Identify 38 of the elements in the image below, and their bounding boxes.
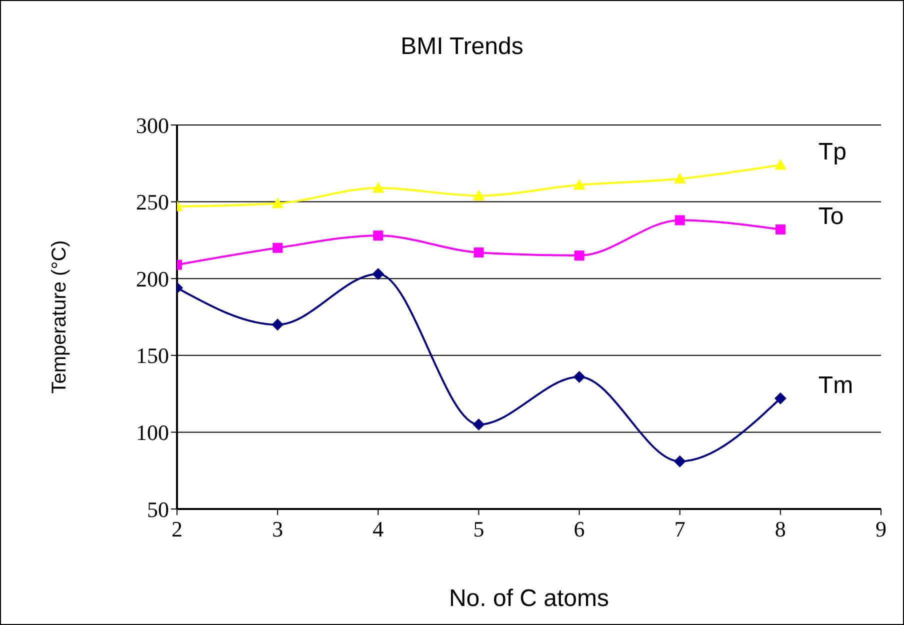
point xyxy=(472,190,485,200)
point xyxy=(573,370,586,383)
point xyxy=(674,215,685,226)
x-tick-label: 6 xyxy=(574,516,585,542)
point xyxy=(472,418,485,431)
y-tick-label: 300 xyxy=(136,112,169,138)
y-tick-label: 50 xyxy=(147,496,169,522)
y-tick-label: 250 xyxy=(136,190,169,215)
x-tick-label: 2 xyxy=(172,516,182,542)
x-tick-label: 8 xyxy=(774,516,786,542)
series-label: Tm xyxy=(818,372,854,399)
point xyxy=(674,455,686,468)
point xyxy=(774,158,786,170)
x-tick-label: 9 xyxy=(876,516,886,542)
point xyxy=(775,224,786,234)
point xyxy=(573,178,586,190)
y-axis-title: Temperature (°C) xyxy=(48,240,72,394)
x-tick-label: 3 xyxy=(272,516,284,542)
point xyxy=(272,318,284,331)
point xyxy=(574,250,584,261)
chart-title: BMI Trends xyxy=(400,33,524,61)
point xyxy=(474,247,484,258)
point xyxy=(272,197,284,208)
point xyxy=(674,172,686,184)
series-label: Tp xyxy=(818,138,846,166)
point xyxy=(272,242,283,253)
x-axis-title: No. of C atoms xyxy=(448,585,610,613)
x-tick-label: 7 xyxy=(674,516,686,542)
x-tick-label: 5 xyxy=(473,516,484,542)
series-label: To xyxy=(818,202,844,230)
y-tick-label: 100 xyxy=(136,420,169,446)
y-tick-label: 150 xyxy=(136,343,169,368)
y-tick-label: 200 xyxy=(136,266,169,292)
point xyxy=(373,230,384,241)
point xyxy=(774,392,786,404)
x-tick-label: 4 xyxy=(372,516,384,542)
point xyxy=(372,182,384,193)
point xyxy=(372,268,384,280)
